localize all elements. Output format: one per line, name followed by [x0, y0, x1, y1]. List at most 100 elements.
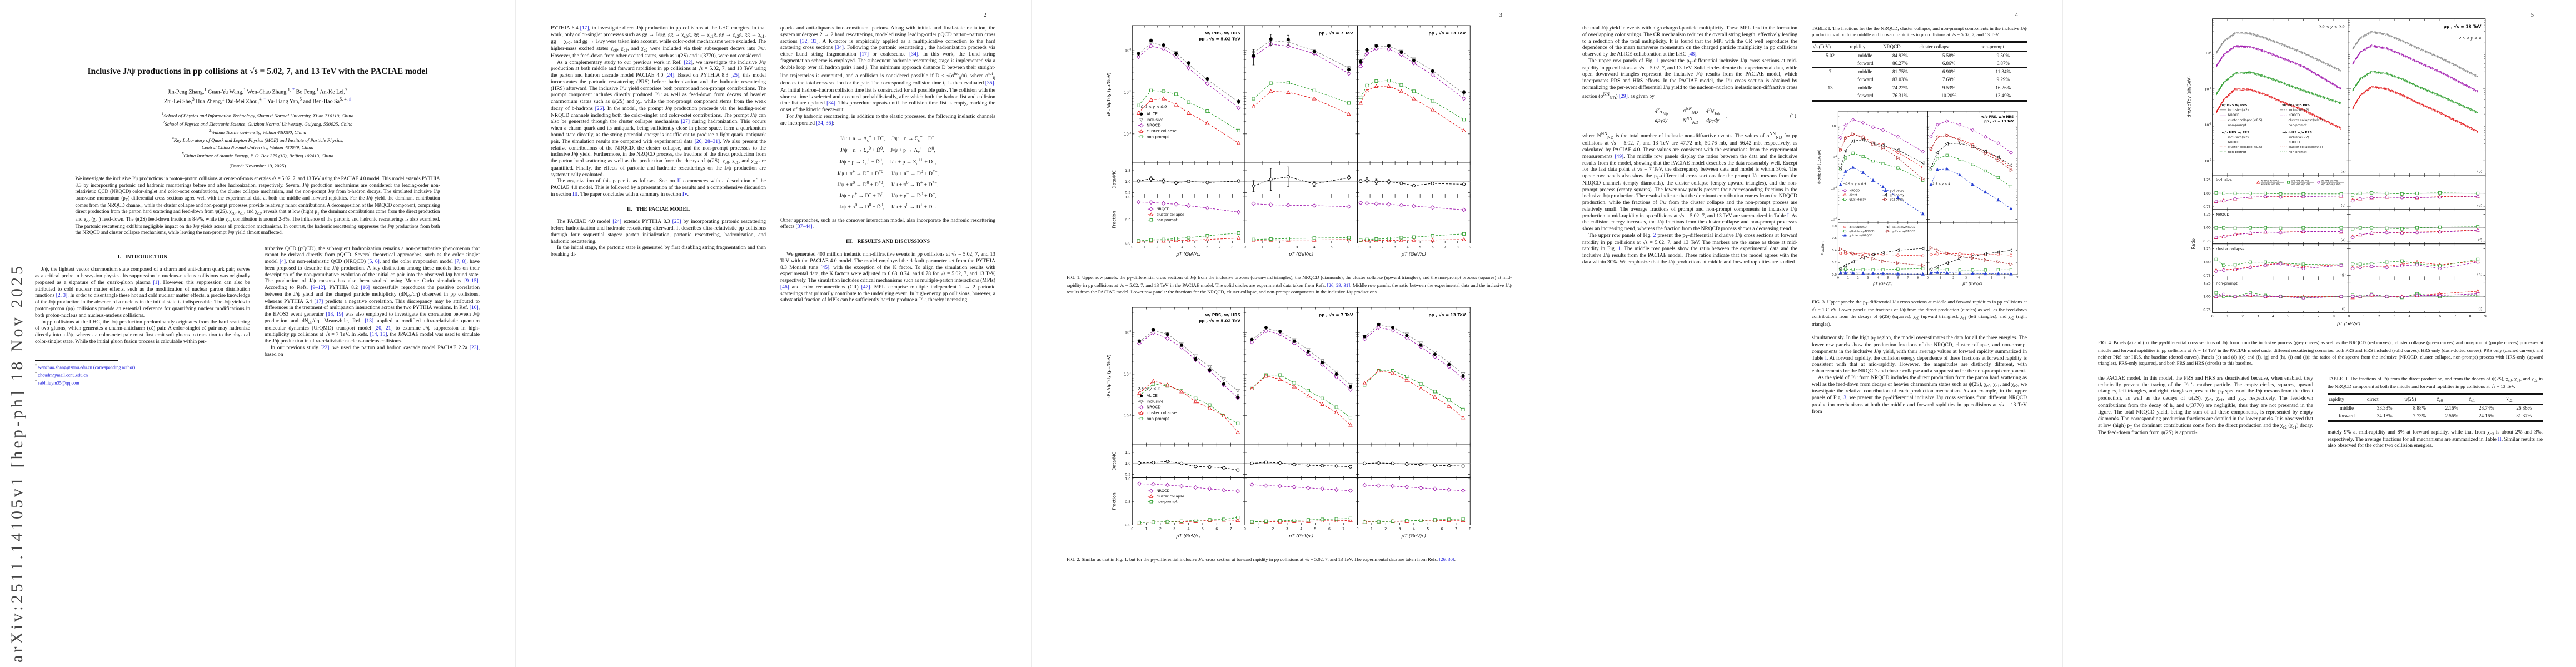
svg-text:pp , √s = 13 TeV: pp , √s = 13 TeV	[1428, 312, 1466, 317]
svg-text:0: 0	[1927, 277, 1929, 280]
svg-text:0: 0	[1131, 527, 1133, 531]
table-2: rapidity direct ψ(2S) χc0 χc1 χc2 middle 33.33…	[2328, 392, 2543, 422]
svg-text:100: 100	[1124, 330, 1131, 335]
svg-text:ALICE: ALICE	[1146, 394, 1157, 398]
svg-text:1.0: 1.0	[1125, 180, 1130, 184]
svg-text:6: 6	[1431, 245, 1433, 249]
svg-text:Fraction: Fraction	[1112, 211, 1117, 228]
paragraph: As a complementary study to our previous…	[551, 59, 766, 178]
svg-text:(a): (a)	[2341, 169, 2346, 173]
equation-line: J/ψ + n → Σc0 + D̄0, J/ψ + p → Λc+ + D̄0…	[840, 145, 935, 155]
svg-text:non-prompt: non-prompt	[2228, 151, 2247, 154]
table-1: √s (TeV) rapidity NRQCD cluster collapse non…	[1812, 41, 2027, 102]
svg-text:6: 6	[1206, 245, 1208, 249]
svg-text:100: 100	[1124, 48, 1131, 53]
svg-text:2: 2	[2241, 315, 2244, 318]
svg-text:inclusive(×2): inclusive(×2)	[2289, 136, 2309, 139]
svg-text:1.0: 1.0	[1125, 477, 1130, 481]
svg-text:non-prompt: non-prompt	[1146, 417, 1169, 421]
svg-text:1.25: 1.25	[2203, 213, 2211, 217]
page4-right-column: TABLE I. The fractions for the the NRQCD…	[1812, 26, 2027, 415]
svg-text:4: 4	[1313, 245, 1315, 249]
svg-text:1.00: 1.00	[2203, 192, 2211, 196]
svg-text:pp , √s = 13 TeV: pp , √s = 13 TeV	[2444, 24, 2482, 29]
svg-text:NRQCD: NRQCD	[2216, 212, 2229, 217]
page2-left-column: PYTHIA 6.4 [17], to investigate direct J…	[551, 26, 766, 304]
svg-text:pT (GeV/c): pT (GeV/c)	[1962, 282, 1982, 286]
svg-text:3: 3	[2393, 315, 2395, 318]
svg-text:10-3: 10-3	[2204, 158, 2211, 163]
svg-text:NRQCD: NRQCD	[2289, 141, 2300, 144]
svg-text:0.8: 0.8	[1832, 225, 1837, 228]
equation-line: J/ψ + p → Σc+ + D̄0, J/ψ + p → Σc++ + D−…	[839, 157, 937, 166]
svg-text:8: 8	[1469, 527, 1471, 531]
svg-text:6: 6	[1328, 527, 1330, 531]
svg-text:pp , √s = 5.02 TeV: pp , √s = 5.02 TeV	[1199, 318, 1240, 323]
svg-text:w/ HRS w/ PRS: w/ HRS w/ PRS	[2321, 180, 2338, 182]
figure-2: 10-2 10-1 100 w/ PRS, w/ HRS pp , √s = 5.02 …	[1067, 304, 1512, 554]
figure-1-caption: FIG. 1. Upper row panels: the pT-differe…	[1067, 275, 1512, 295]
paragraph: quarks and anti-diquarks into constituen…	[780, 26, 996, 113]
svg-text:1.00: 1.00	[2203, 295, 2211, 298]
svg-text:7: 7	[2318, 315, 2320, 318]
paragraph: J/ψ, the lightest vector charmonium stat…	[35, 267, 250, 318]
paragraph: the total J/ψ yield in events with high …	[1582, 26, 1797, 58]
svg-text:1: 1	[2363, 315, 2365, 318]
svg-text:1: 1	[1143, 245, 1145, 249]
svg-text:5: 5	[2287, 315, 2289, 318]
paragraph: simultaneously. In the high pT region, t…	[1812, 335, 2027, 375]
svg-text:pp , √s = 13 TeV: pp , √s = 13 TeV	[1428, 31, 1466, 36]
page-number: 3	[1499, 12, 1502, 18]
svg-text:2: 2	[1278, 245, 1280, 249]
affiliation-4b: Central China Normal University, Wuhan 4…	[201, 145, 314, 151]
paragraph: turbative QCD (pQCD), the subsequent had…	[265, 246, 480, 345]
page-5: 5 10-3 10-2 10-1 100 −0.9 < y < 0.9 w/ HRS w/…	[2062, 0, 2576, 667]
svg-text:4: 4	[1406, 245, 1408, 249]
dated-line: (Dated: November 19, 2025)	[229, 163, 286, 169]
equation-line: J/ψ + n → Λc+ + D−, J/ψ + n → Σc+ + D−,	[840, 133, 936, 143]
svg-text:100: 100	[1832, 123, 1837, 128]
svg-text:w/o HRS w/ PRS: w/o HRS w/ PRS	[2222, 131, 2250, 135]
svg-text:1.25: 1.25	[2203, 281, 2211, 285]
svg-text:w/o HRS w/ PRS: w/o HRS w/ PRS	[2291, 180, 2309, 182]
svg-text:0.0: 0.0	[1125, 523, 1130, 527]
svg-text:0.0: 0.0	[1832, 273, 1837, 277]
svg-text:2: 2	[2378, 315, 2380, 318]
svg-text:2: 2	[1952, 277, 1954, 280]
svg-text:(b): (b)	[2477, 169, 2482, 173]
svg-text:(i): (i)	[2342, 307, 2346, 311]
authors-line-2: Zhi-Lei She,3 Hua Zheng,1 Dai-Mei Zhou,4…	[164, 97, 351, 105]
paragraph: The PACIAE 4.0 model [24] extends PYTHIA…	[551, 219, 766, 245]
table-2-header-row: rapidity direct ψ(2S) χc0 χc1 χc2	[2328, 392, 2543, 405]
page-number: 4	[2015, 12, 2018, 18]
svg-text:3: 3	[1285, 527, 1288, 531]
svg-text:7: 7	[1444, 245, 1446, 249]
svg-text:6: 6	[1897, 277, 1899, 280]
table-2-body: middle 33.33% 8.88% 2.16% 28.74% 26.86% forwar…	[2328, 404, 2543, 422]
svg-text:1: 1	[1369, 245, 1371, 249]
svg-text:0.5: 0.5	[1125, 500, 1130, 504]
svg-text:0.75: 0.75	[2203, 274, 2211, 278]
footnote-2: † zhoudm@mail.ccnu.edu.cn	[35, 371, 88, 378]
svg-text:non-prompt: non-prompt	[1156, 500, 1177, 504]
svg-text:1.25: 1.25	[2203, 178, 2211, 182]
svg-text:0: 0	[1131, 245, 1133, 249]
svg-text:non-prompt: non-prompt	[2216, 281, 2238, 286]
svg-text:w/o HRS w/o PRS: w/o HRS w/o PRS	[2261, 183, 2280, 186]
svg-text:3: 3	[1965, 277, 1967, 280]
svg-text:(c): (c)	[2341, 203, 2346, 208]
svg-text:χc2 decay/NRQCD: χc2 decay/NRQCD	[1892, 230, 1916, 233]
affiliation-1: 1School of Physics and Information Techn…	[161, 111, 354, 119]
svg-text:direct: direct	[1850, 193, 1857, 197]
svg-text:Fraction: Fraction	[1112, 492, 1117, 510]
svg-text:5: 5	[1201, 527, 1203, 531]
svg-text:0.75: 0.75	[2203, 205, 2211, 209]
svg-text:w/ PRS, w/ HRS: w/ PRS, w/ HRS	[1205, 312, 1240, 317]
svg-text:10-2: 10-2	[1124, 131, 1131, 136]
svg-text:0: 0	[1837, 277, 1840, 280]
svg-text:NRQCD: NRQCD	[2289, 114, 2300, 117]
svg-text:3: 3	[1173, 527, 1175, 531]
svg-text:χc1 decay/NRQCD: χc1 decay/NRQCD	[1892, 226, 1916, 229]
equation-line: J/ψ + π0 → D0 + D̄*0, J/ψ + π0 → D+ + D*…	[837, 180, 939, 188]
